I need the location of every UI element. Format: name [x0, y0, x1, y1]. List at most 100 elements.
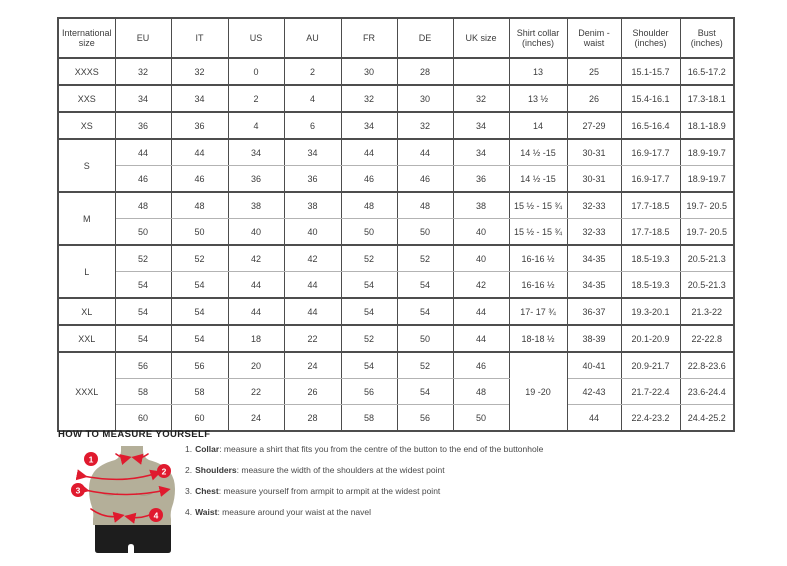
table-cell: 34 — [283, 138, 342, 166]
table-cell: 23.6-24.4 — [679, 378, 735, 405]
measure-item-chest: 3. Chest: measure yourself from armpit to… — [185, 485, 543, 498]
table-cell: 54 — [396, 297, 454, 326]
size-table-body: XXXS 32 32 0 2 30 28 13 25 15.1-15.7 16.5-17.2 XXS 3… — [57, 57, 735, 432]
size-group-label: XXXS — [57, 57, 116, 86]
table-cell: 40 — [227, 218, 285, 246]
table-cell: 25 — [566, 57, 622, 86]
table-cell: 40 — [452, 218, 510, 246]
table-cell: 30-31 — [566, 165, 622, 193]
table-cell: 46 — [340, 165, 398, 193]
table-cell: 18.1-18.9 — [679, 111, 735, 140]
measure-badge-3: 3 — [71, 483, 85, 497]
table-cell: 2 — [283, 57, 342, 86]
table-cell: 52 — [170, 244, 229, 272]
size-group-label: S — [57, 138, 116, 193]
table-cell: 42 — [452, 271, 510, 299]
table-row: 54 54 44 44 54 54 42 16-16 ½ 34-35 18.5-19.3 20.5-… — [58, 271, 735, 299]
table-cell: 21.3-22 — [679, 297, 735, 326]
shorts-shape — [95, 525, 171, 553]
table-cell: 4 — [227, 111, 285, 140]
column-header: Bust (inches) — [679, 17, 735, 59]
table-row: S 44 44 34 34 44 44 34 14 ½ -15 30-31 16.9-17.7 18.… — [57, 138, 735, 193]
table-cell: 44 — [452, 297, 510, 326]
table-cell: 18.5-19.3 — [620, 271, 681, 299]
table-cell: 15 ½ - 15 ¾ — [508, 218, 568, 246]
size-group-label: XXXL — [57, 351, 116, 432]
table-cell: 24.4-25.2 — [679, 404, 735, 432]
table-cell: 42 — [227, 244, 285, 272]
item-number: 3. — [185, 486, 193, 496]
table-cell: 48 — [114, 191, 172, 219]
table-cell: 46 — [452, 351, 510, 379]
table-cell: 16-16 ½ — [508, 271, 568, 299]
item-number: 1. — [185, 444, 193, 454]
column-header: DE — [396, 17, 454, 59]
table-row: 60 60 24 28 58 56 50 44 22.4-23.2 24.4-25.2 — [58, 404, 735, 432]
table-cell: 14 ½ -15 — [508, 138, 568, 166]
item-text: : measure around your waist at the navel — [217, 507, 372, 517]
table-cell: 36 — [452, 165, 510, 193]
table-cell: 16.9-17.7 — [620, 138, 681, 166]
table-cell: 17.7-18.5 — [620, 191, 681, 219]
table-cell: 42 — [283, 244, 342, 272]
measure-item-shoulders: 2. Shoulders: measure the width of the sh… — [185, 464, 543, 477]
svg-text:2: 2 — [162, 467, 167, 477]
measure-instructions: 1. Collar: measure a shirt that fits you … — [185, 443, 543, 527]
table-cell: 19 -20 — [508, 351, 568, 432]
table-cell: 36 — [227, 165, 285, 193]
table-cell: 56 — [170, 351, 229, 379]
table-cell: 56 — [340, 378, 398, 405]
table-row: 58 58 22 26 56 54 48 42-43 21.7-22.4 23.6-24.4 — [58, 378, 735, 405]
table-row: XL 54 54 44 44 54 54 44 17- 17 ¾ 36-37 19.3-20.1 21… — [57, 297, 735, 326]
table-cell: 40 — [283, 218, 342, 246]
measure-badge-2: 2 — [157, 464, 171, 478]
item-label: Waist — [195, 507, 218, 517]
table-cell: 22.4-23.2 — [620, 404, 681, 432]
table-cell: 34 — [340, 111, 398, 140]
table-cell: 18.9-19.7 — [679, 165, 735, 193]
table-cell: 32 — [170, 57, 229, 86]
table-cell: 17.3-18.1 — [679, 84, 735, 113]
table-cell: 38 — [452, 191, 510, 219]
item-text: : measure the width of the shoulders at … — [236, 465, 445, 475]
neck-arrow-left — [115, 453, 132, 465]
table-cell: 26 — [283, 378, 342, 405]
table-row: M 48 48 38 38 48 48 38 15 ½ - 15 ¾ 32-33 17.7-18.5… — [57, 191, 735, 246]
table-cell: 16.9-17.7 — [620, 165, 681, 193]
table-cell: 27-29 — [566, 111, 622, 140]
table-cell: 21.7-22.4 — [620, 378, 681, 405]
table-cell: 54 — [114, 271, 172, 299]
table-cell: 54 — [396, 271, 454, 299]
table-cell: 38-39 — [566, 324, 622, 353]
table-cell: 30-31 — [566, 138, 622, 166]
size-group-label: L — [57, 244, 116, 299]
table-cell: 54 — [114, 324, 172, 353]
table-cell: 36 — [114, 111, 172, 140]
svg-text:3: 3 — [76, 486, 81, 496]
table-cell: 48 — [170, 191, 229, 219]
table-cell: 34 — [114, 84, 172, 113]
neck-arrow-right — [131, 453, 149, 465]
mannequin-figure-icon: 1 2 3 4 — [71, 446, 175, 553]
measure-item-collar: 1. Collar: measure a shirt that fits you … — [185, 443, 543, 456]
table-cell: 24 — [227, 404, 285, 432]
item-number: 4. — [185, 507, 193, 517]
table-cell: 52 — [396, 244, 454, 272]
measure-badge-4: 4 — [149, 508, 163, 522]
table-cell: 34-35 — [566, 244, 622, 272]
table-cell: 26 — [566, 84, 622, 113]
table-cell: 44 — [227, 297, 285, 326]
table-cell: 48 — [452, 378, 510, 405]
table-cell: 34-35 — [566, 271, 622, 299]
table-cell: 40 — [452, 244, 510, 272]
table-cell: 44 — [283, 297, 342, 326]
size-table-head-row: International size EU IT US AU FR DE UK size Shi… — [57, 17, 735, 59]
table-cell: 34 — [452, 138, 510, 166]
table-cell: 52 — [396, 351, 454, 379]
table-cell: 15 ½ - 15 ¾ — [508, 191, 568, 219]
table-row: XS 36 36 4 6 34 32 34 14 27-29 16.5-16.4 18.1-18.9 — [57, 111, 735, 140]
table-cell: 34 — [227, 138, 285, 166]
table-cell: 18.9-19.7 — [679, 138, 735, 166]
table-cell: 22 — [283, 324, 342, 353]
